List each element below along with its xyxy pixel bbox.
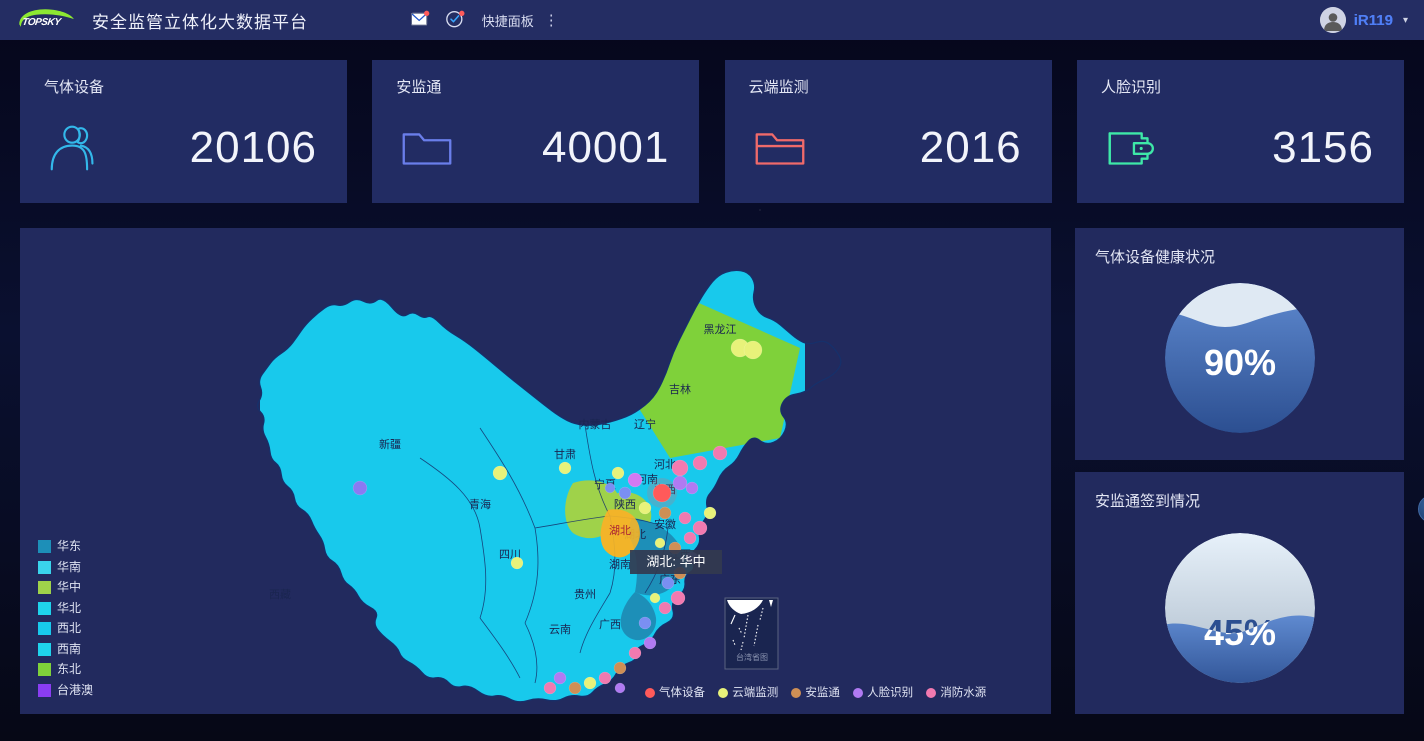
- svg-text:青海: 青海: [469, 497, 491, 511]
- svg-text:西藏: 西藏: [269, 588, 291, 601]
- svg-text:90%: 90%: [1203, 342, 1275, 383]
- svg-text:湖北: 湖北: [609, 524, 631, 537]
- svg-text:甘肃: 甘肃: [554, 448, 576, 461]
- svg-text:云南: 云南: [549, 623, 571, 636]
- svg-text:新疆: 新疆: [379, 437, 401, 451]
- svg-text:湖北: 华中: 湖北: 华中: [646, 554, 705, 569]
- svg-text:吉林: 吉林: [669, 382, 691, 396]
- svg-text:黑龙江: 黑龙江: [704, 323, 737, 336]
- svg-text:TOPSKY: TOPSKY: [21, 17, 62, 28]
- svg-text:内蒙古: 内蒙古: [579, 417, 612, 431]
- svg-text:广西: 广西: [599, 618, 621, 631]
- svg-text:辽宁: 辽宁: [634, 417, 656, 431]
- svg-text:贵州: 贵州: [574, 588, 596, 601]
- svg-text:台湾省图: 台湾省图: [736, 652, 768, 662]
- svg-text:湖南: 湖南: [609, 558, 631, 571]
